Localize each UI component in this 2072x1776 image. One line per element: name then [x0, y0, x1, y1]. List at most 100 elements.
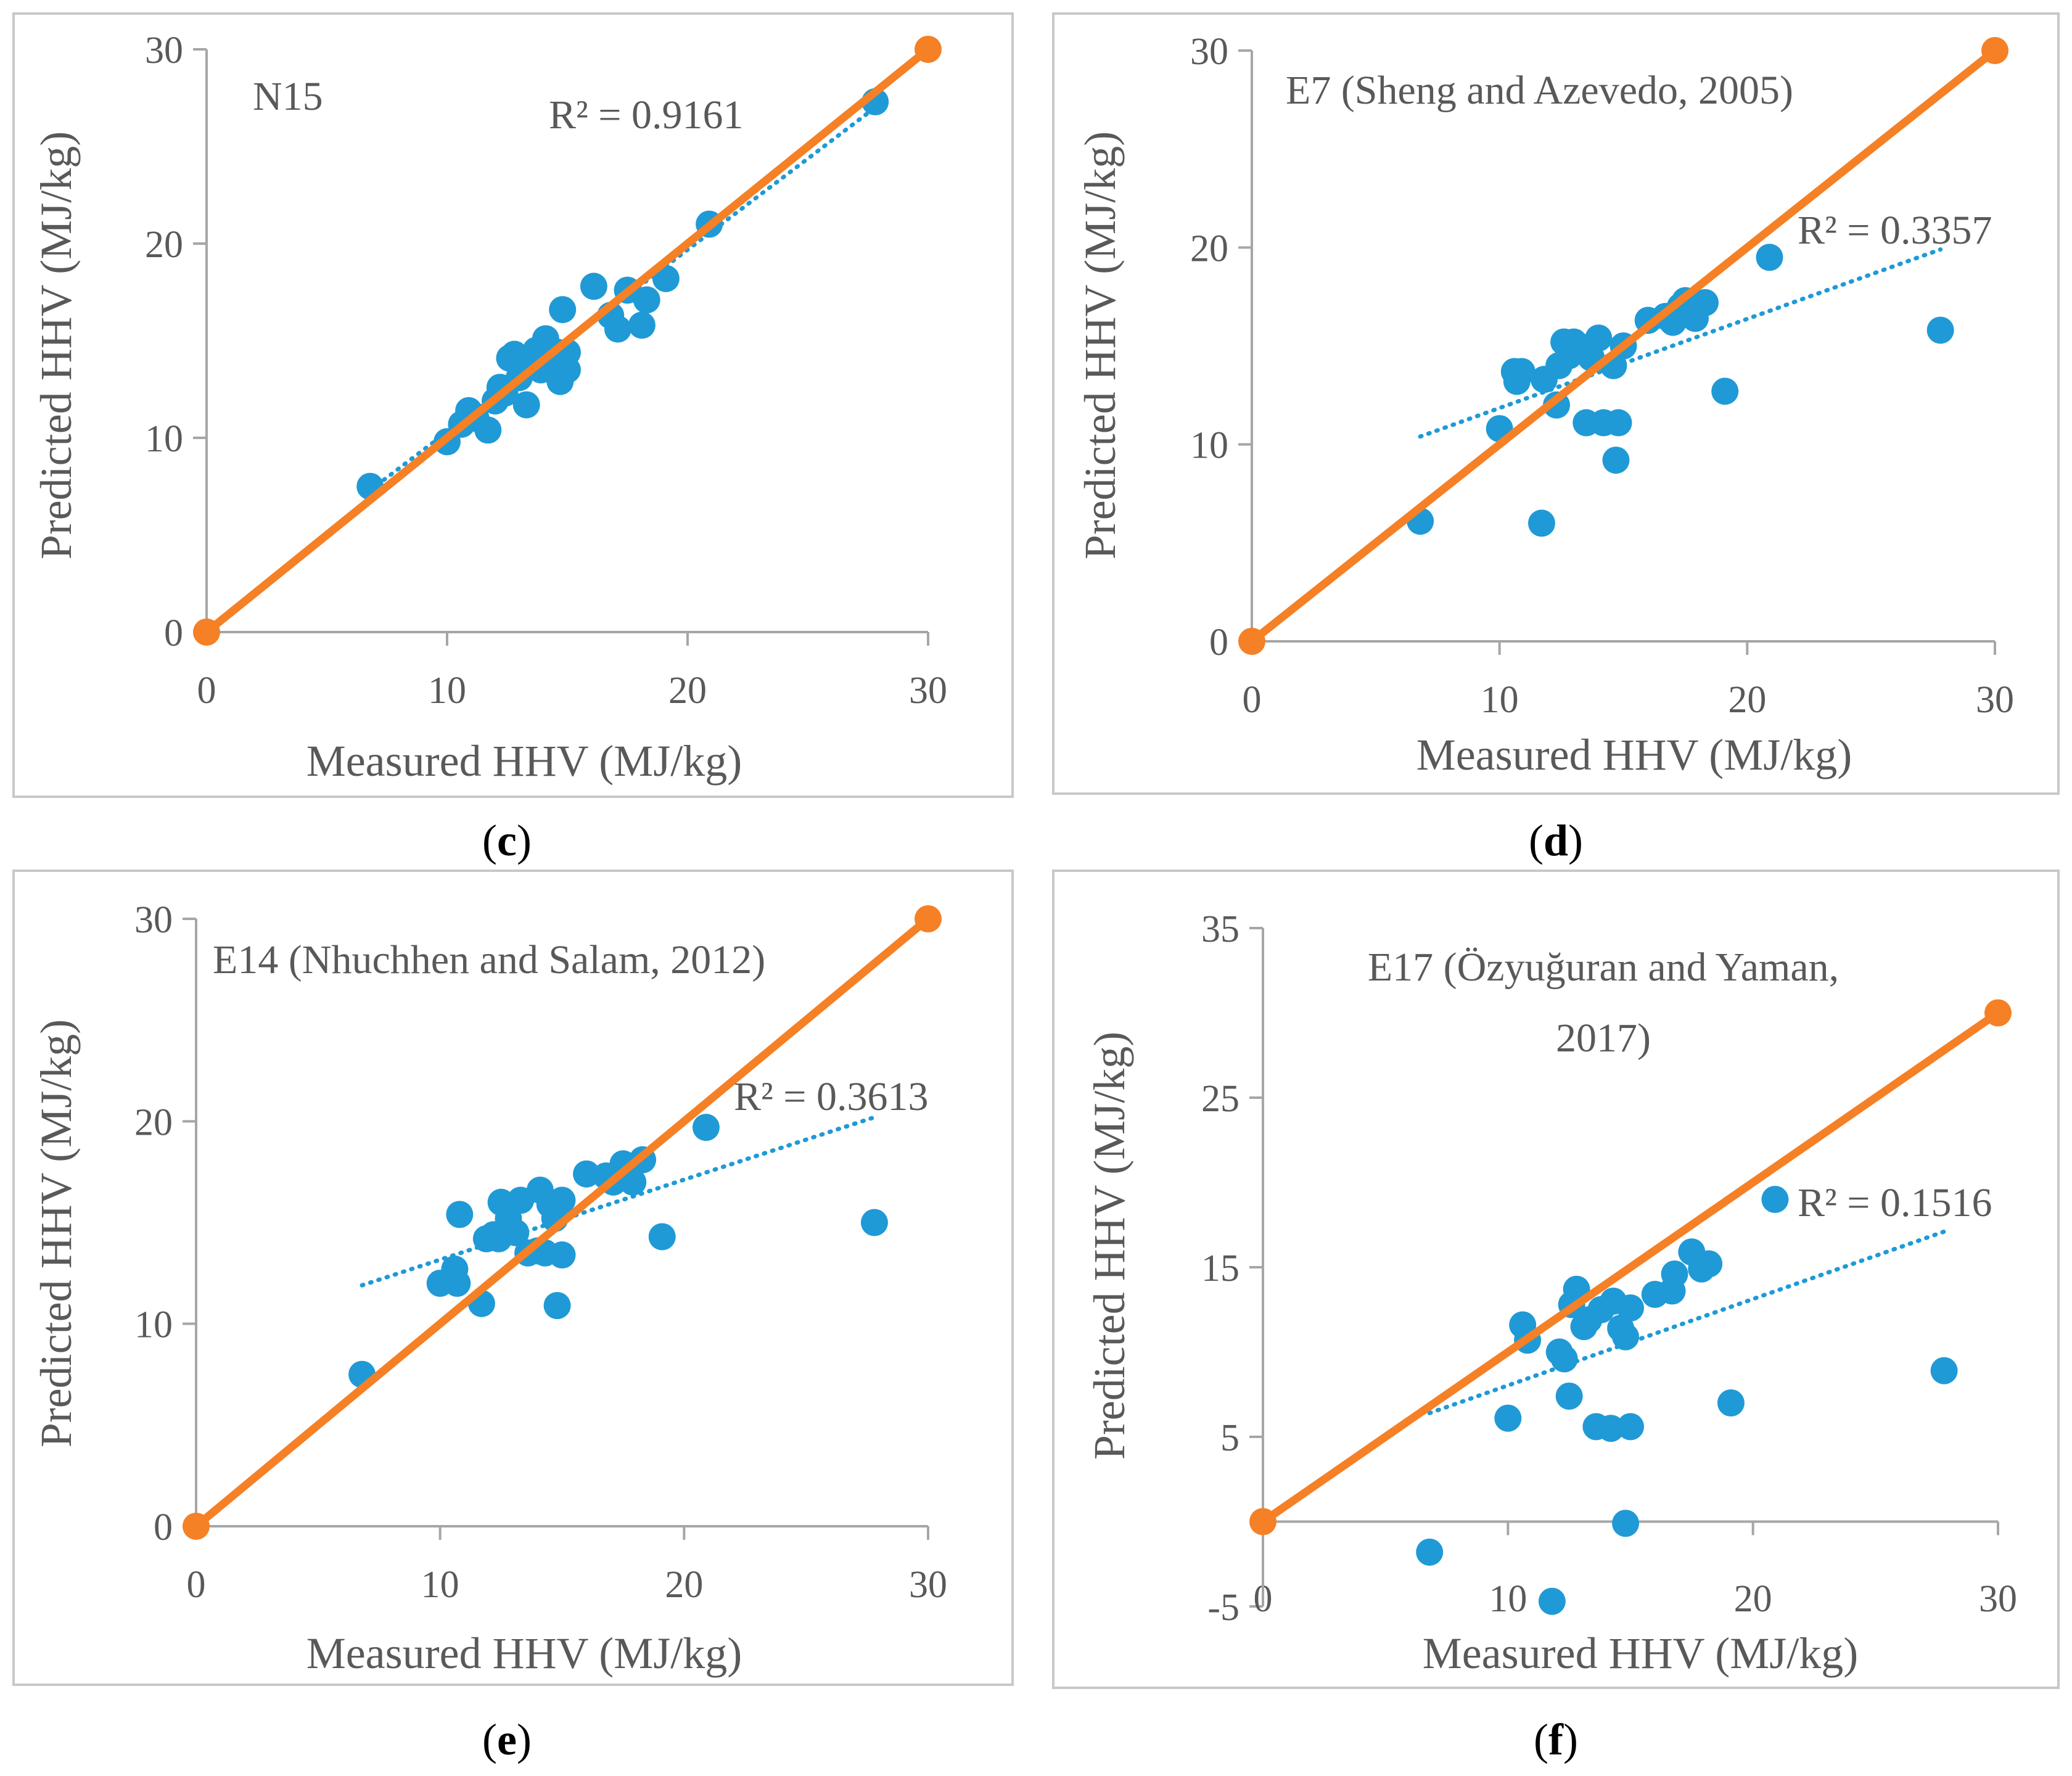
panel-c-x-tick-label: 10 [428, 670, 466, 712]
panel-c-identity-end-dot [915, 36, 942, 63]
panel-d-data-point [1692, 289, 1719, 316]
panel-c-identity-line [202, 45, 932, 636]
panel-f-title-line-2: 2017) [1556, 1016, 1651, 1061]
panel-d-x-tick-label: 30 [1976, 679, 2014, 721]
panel-e-data-point [648, 1223, 676, 1251]
panel-c-r2-label: R² = 0.9161 [549, 92, 744, 138]
panel-f-identity-end-dot [1984, 999, 2012, 1027]
panel-f-data-point [1761, 1186, 1789, 1213]
caption-f-letter: f [1548, 1715, 1564, 1764]
panel-c-identity-origin-dot [193, 619, 220, 646]
panel-c-x-tick-label: 0 [197, 670, 216, 712]
panel-f-data-point [1550, 1345, 1578, 1373]
panel-f-data-point [1416, 1539, 1444, 1566]
panel-d-y-tick-label: 20 [1190, 228, 1228, 269]
panel-d-data-point [1585, 324, 1613, 352]
panel-f-data-point [1930, 1357, 1958, 1384]
panel-d-r2-label: R² = 0.3357 [1798, 208, 1992, 253]
panel-c-y-tick-label: 10 [145, 418, 183, 460]
panel-f-title-line-1: E17 (Özyuğuran and Yaman, [1368, 945, 1839, 990]
panel-f-y-tick-label: 35 [1201, 908, 1240, 950]
panel-f-data-point [1612, 1510, 1640, 1537]
panel-e-y-label: Predicted HHV (MJ/kg) [31, 1019, 81, 1448]
panel-d-data-point [1605, 409, 1632, 437]
panel-d-data-point [1527, 509, 1555, 537]
panel-c: 0 10 20 30 0 10 20 30 N15 R² = 0.9161 Measured … [12, 12, 1014, 798]
panel-e-data-point [619, 1168, 647, 1196]
panel-f-x-tick-label: 30 [1979, 1578, 2017, 1620]
panel-f-x-tick-label: 20 [1734, 1578, 1772, 1620]
panel-e-identity-end-dot [915, 905, 942, 932]
panel-f-data-point [1612, 1323, 1640, 1350]
panel-d-data-point [1602, 446, 1630, 474]
panel-e-data-point [543, 1292, 571, 1320]
panel-c-x-tick-label: 30 [909, 670, 947, 712]
panel-f-data-point [1717, 1389, 1745, 1416]
panel-c-y-tick-label: 20 [145, 224, 183, 266]
panel-d-points [1407, 244, 1954, 537]
panel-c-y-tick-label: 30 [145, 30, 183, 72]
caption-d-open: ( [1529, 816, 1544, 865]
panel-d-y-tick-label: 0 [1209, 622, 1228, 664]
panel-e-x-label: Measured HHV (MJ/kg) [306, 1629, 742, 1678]
panel-d-y-label: Predicted HHV (MJ/kg) [1075, 131, 1125, 560]
panel-c-data-point [633, 286, 660, 314]
panel-f-ticks: -551525350102030 [1201, 908, 2017, 1629]
caption-d-letter: d [1544, 816, 1568, 865]
panel-c-frame [12, 12, 1014, 798]
caption-c-open: ( [482, 816, 497, 865]
panel-f-data-point [1617, 1413, 1644, 1441]
panel-d: 0 10 20 30 0 10 20 30 E7 (Sheng and Azevedo, 20… [1052, 12, 2060, 795]
panel-c-data-point [512, 391, 540, 419]
panel-f-y-tick-label: -5 [1207, 1587, 1240, 1629]
panel-f-x-tick-label: 10 [1489, 1578, 1527, 1620]
panel-d-y-tick-label: 30 [1190, 31, 1228, 73]
panel-d-ticks: 0 10 20 30 0 10 20 30 [1190, 31, 2014, 721]
panel-f-r2-label: R² = 0.1516 [1798, 1180, 1992, 1225]
panel-c-data-point [549, 296, 577, 324]
panel-f-data-point [1538, 1587, 1566, 1615]
panel-e-title: E14 (Nhuchhen and Salam, 2012) [213, 937, 765, 982]
panel-e-identity-origin-dot [183, 1513, 210, 1540]
panel-d-frame [1052, 12, 2060, 795]
panel-f-data-point [1597, 1415, 1625, 1442]
panel-d-data-point [1756, 244, 1783, 271]
panel-e-x-tick-label: 0 [187, 1564, 206, 1606]
caption-f-open: ( [1534, 1715, 1548, 1764]
panel-f-y-tick-label: 15 [1201, 1248, 1240, 1289]
caption-d: (d) [1529, 816, 1583, 865]
panel-e-points [348, 1114, 888, 1388]
panel-c-data-point [474, 416, 502, 444]
panel-f-identity-line [1259, 1009, 2002, 1526]
panel-c-ticks: 0 10 20 30 0 10 20 30 [145, 30, 947, 712]
panel-c-data-point [604, 315, 631, 343]
panel-e-frame [12, 870, 1014, 1686]
caption-c-letter: c [497, 816, 517, 865]
panel-d-identity-line [1248, 46, 1999, 646]
panel-c-data-point [628, 311, 656, 339]
panel-e-x-tick-label: 30 [909, 1564, 947, 1606]
panel-d-y-tick-label: 10 [1190, 425, 1228, 467]
panel-f-data-point [1555, 1383, 1583, 1410]
panel-e-data-point [443, 1270, 471, 1297]
panel-e-x-tick-label: 10 [421, 1564, 459, 1606]
panel-c-y-tick-label: 0 [164, 612, 183, 654]
panel-e-data-point [573, 1160, 601, 1188]
panel-d-title: E7 (Sheng and Azevedo, 2005) [1286, 68, 1793, 113]
panel-e-y-tick-label: 10 [134, 1304, 173, 1346]
panel-e-y-tick-label: 30 [134, 899, 173, 941]
panel-e-r2-label: R² = 0.3613 [734, 1074, 929, 1119]
panel-d-identity-end-dot [1981, 37, 2008, 64]
caption-e: (e) [482, 1715, 532, 1764]
panel-c-data-point [652, 265, 680, 292]
panel-e-ticks: 0 10 20 30 0 10 20 30 [134, 899, 947, 1606]
panel-d-x-tick-label: 10 [1481, 679, 1519, 721]
caption-f-close: ) [1563, 1715, 1578, 1764]
panel-e-trendline [360, 1115, 877, 1288]
panel-e-identity-line [192, 915, 932, 1531]
panel-d-data-point [1508, 358, 1536, 385]
panel-f-data-point [1695, 1250, 1723, 1278]
panel-c-data-point [580, 273, 607, 300]
caption-e-close: ) [517, 1715, 532, 1764]
